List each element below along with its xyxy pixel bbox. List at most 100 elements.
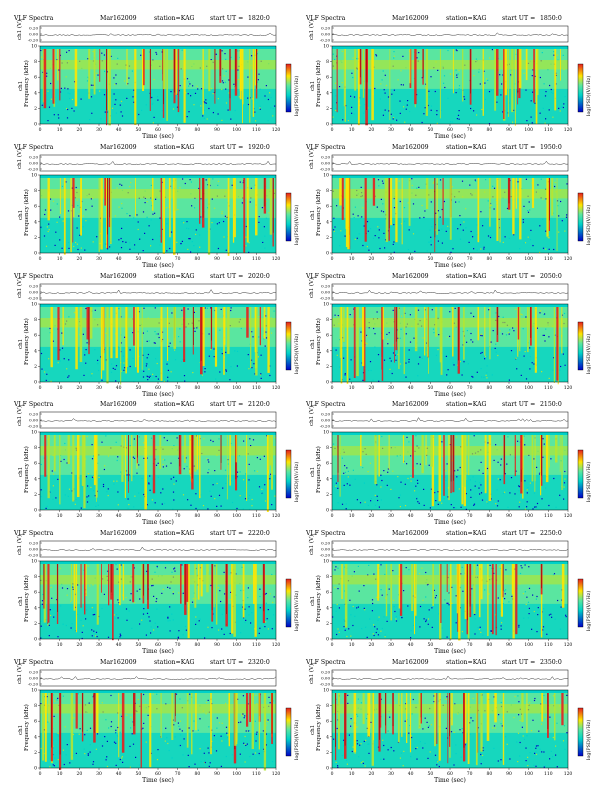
noise-speckle xyxy=(521,314,523,316)
noise-speckle xyxy=(431,607,433,609)
noise-speckle xyxy=(431,309,433,311)
noise-speckle xyxy=(371,599,374,601)
low-frequency-band xyxy=(332,603,568,639)
noise-speckle xyxy=(85,362,87,364)
noise-speckle xyxy=(224,53,226,55)
frequency-tick-label: 8 xyxy=(326,445,329,451)
panel-date: Mar162009 xyxy=(392,659,429,666)
sferic-streak xyxy=(385,178,389,242)
frequency-tick-label: 0 xyxy=(326,122,329,128)
noise-speckle xyxy=(109,246,111,248)
noise-speckle xyxy=(228,79,230,81)
sferic-streak xyxy=(72,178,74,243)
panel-date: Mar162009 xyxy=(392,273,429,280)
noise-speckle xyxy=(527,601,530,603)
channel-trace xyxy=(39,289,277,294)
noise-speckle xyxy=(539,112,541,114)
sferic-streak xyxy=(57,49,59,81)
noise-speckle xyxy=(541,52,543,54)
noise-speckle xyxy=(188,238,190,240)
noise-speckle xyxy=(48,229,50,231)
noise-speckle xyxy=(337,316,339,318)
noise-speckle xyxy=(431,626,433,628)
sferic-streak xyxy=(339,178,342,206)
frequency-tick-label: 4 xyxy=(34,219,37,225)
sferic-core xyxy=(147,564,149,600)
noise-speckle xyxy=(270,317,272,319)
time-tick-label: 50 xyxy=(427,127,433,133)
sferic-streak xyxy=(450,564,452,640)
sferic-streak xyxy=(409,49,411,84)
noise-speckle xyxy=(90,486,92,488)
noise-speckle xyxy=(49,609,51,611)
noise-speckle xyxy=(384,636,386,638)
sferic-streak xyxy=(527,307,529,353)
noise-speckle xyxy=(146,357,148,359)
sferic-streak xyxy=(233,178,236,238)
noise-speckle xyxy=(83,374,85,376)
noise-speckle xyxy=(494,347,496,349)
noise-speckle xyxy=(93,630,95,632)
sferic-streak xyxy=(339,307,342,358)
noise-speckle xyxy=(176,241,178,243)
noise-speckle xyxy=(262,492,264,495)
noise-speckle xyxy=(476,234,478,236)
time-tick-label: 110 xyxy=(544,385,553,391)
noise-speckle xyxy=(211,222,213,224)
frequency-axis-label: Frequency (kHz) xyxy=(315,704,322,751)
sferic-streak xyxy=(414,307,418,352)
time-tick-label: 10 xyxy=(349,513,355,519)
colorbar xyxy=(577,578,584,628)
noise-speckle xyxy=(433,695,435,697)
noise-speckle xyxy=(231,184,233,186)
noise-speckle xyxy=(546,633,548,635)
time-tick-label: 70 xyxy=(175,513,181,519)
sferic-core xyxy=(469,564,471,607)
noise-speckle xyxy=(474,485,476,487)
sferic-streak xyxy=(86,307,89,340)
noise-speckle xyxy=(152,213,154,215)
noise-speckle xyxy=(266,618,268,620)
noise-speckle xyxy=(251,98,253,100)
time-tick-label: 50 xyxy=(427,642,433,648)
channel-tick-label: 0.00 xyxy=(29,290,38,295)
time-tick-label: 20 xyxy=(76,385,82,391)
noise-speckle xyxy=(437,491,439,493)
noise-speckle xyxy=(154,622,156,624)
noise-speckle xyxy=(133,380,135,383)
sferic-streak xyxy=(354,49,357,91)
noise-speckle xyxy=(173,445,175,447)
panel-title: VLF Spectra xyxy=(14,401,54,408)
noise-speckle xyxy=(517,761,519,763)
noise-speckle xyxy=(114,368,116,370)
noise-speckle xyxy=(61,347,64,349)
noise-speckle xyxy=(52,764,54,766)
noise-speckle xyxy=(185,629,187,631)
channel-trace xyxy=(39,676,277,680)
noise-speckle xyxy=(527,210,529,212)
noise-speckle xyxy=(478,71,480,73)
noise-speckle xyxy=(224,215,226,217)
frequency-tick-label: 8 xyxy=(326,703,329,709)
noise-speckle xyxy=(545,328,547,330)
noise-speckle xyxy=(195,623,197,625)
noise-speckle xyxy=(222,82,224,84)
noise-speckle xyxy=(197,250,199,252)
noise-speckle xyxy=(463,96,465,98)
sferic-streak xyxy=(194,564,197,608)
noise-speckle xyxy=(360,702,362,704)
noise-speckle xyxy=(151,96,153,99)
panel-station: station=KAG xyxy=(446,15,487,22)
noise-speckle xyxy=(170,478,172,480)
frequency-tick-label: 0 xyxy=(326,637,329,643)
noise-speckle xyxy=(151,585,153,587)
sferic-streak xyxy=(115,307,118,359)
sferic-streak xyxy=(463,307,465,360)
noise-speckle xyxy=(101,52,103,54)
time-tick-label: 90 xyxy=(214,256,220,262)
noise-speckle xyxy=(149,489,151,491)
noise-speckle xyxy=(354,206,356,208)
noise-speckle xyxy=(527,236,529,238)
noise-speckle xyxy=(473,315,475,318)
noise-speckle xyxy=(99,242,101,245)
